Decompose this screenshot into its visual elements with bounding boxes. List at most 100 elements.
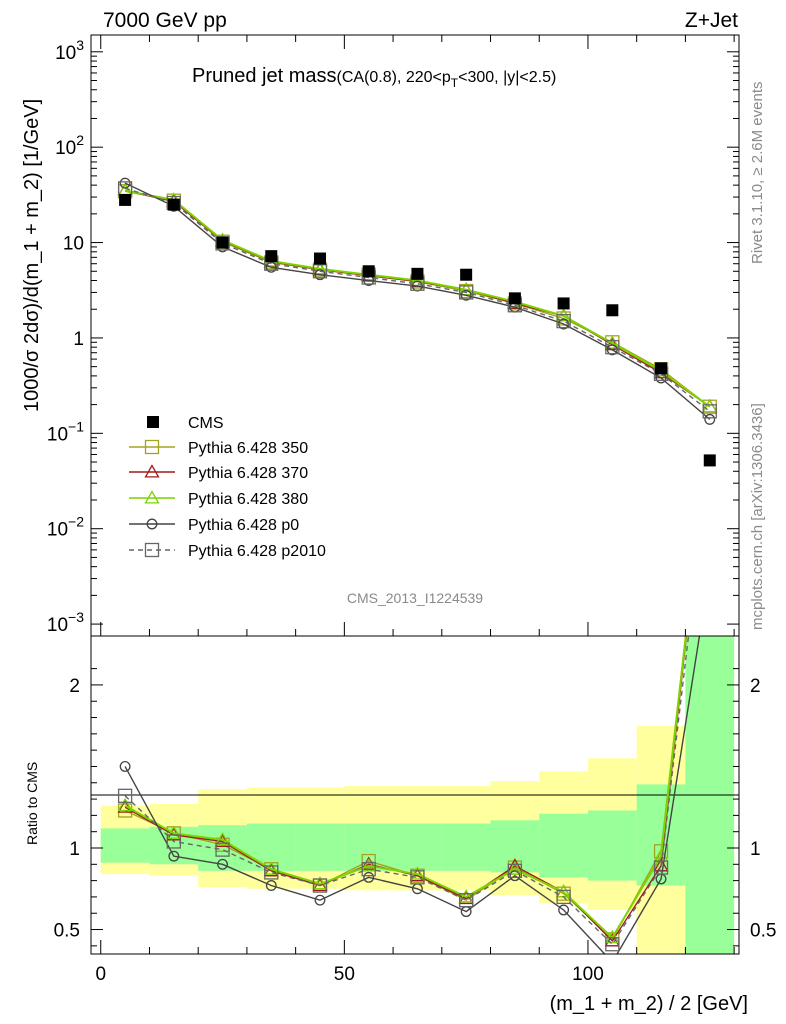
y-tick-base: 10 — [47, 615, 68, 636]
y-tick-label: 10−2 — [47, 514, 84, 541]
y-tick-base: 10 — [55, 138, 76, 159]
series-line — [124, 182, 711, 420]
cms-data-points — [119, 193, 716, 467]
y-tick-exponent: −3 — [68, 609, 84, 625]
series-marker — [605, 340, 620, 355]
ratio-tick-label-left: 1 — [69, 839, 80, 860]
legend-item: Pythia 6.428 p0 — [129, 517, 299, 534]
ratio-series — [117, 636, 701, 954]
ratio-marker — [556, 889, 571, 905]
cms-point — [557, 297, 570, 310]
legend-item: Pythia 6.428 380 — [129, 490, 308, 508]
legend-marker — [144, 464, 160, 478]
legend-label: CMS — [188, 415, 224, 432]
main-series — [117, 177, 718, 425]
ratio-marker — [264, 865, 279, 880]
ratio-marker — [117, 788, 133, 803]
ratio-line — [124, 636, 701, 954]
series-marker — [556, 313, 571, 329]
series-2 — [117, 182, 718, 413]
ratio-marker — [168, 850, 180, 862]
ratio-marker — [361, 858, 377, 872]
cms-point — [265, 250, 278, 263]
inner-band-bin — [539, 813, 588, 878]
x-axis-ticks: 0 50 100 — [95, 35, 735, 985]
ratio-line — [124, 636, 688, 943]
y-tick-base: 10 — [47, 520, 68, 541]
ratio-marker — [314, 894, 326, 906]
series-line — [124, 187, 711, 412]
y-tick-exponent: −1 — [68, 418, 84, 434]
series-marker — [704, 413, 716, 425]
y-tick-base: 10 — [55, 43, 76, 64]
series-marker — [604, 335, 620, 349]
cms-point — [606, 304, 619, 317]
series-marker — [702, 404, 717, 419]
cms-point — [508, 292, 521, 305]
y-tick-exponent: 2 — [76, 132, 84, 148]
legend-label: Pythia 6.428 370 — [188, 465, 308, 482]
legend-item: CMS — [147, 415, 224, 432]
y-axis-label-main: 1000/σ 2dσ)/d(m_1 + m_2) [1/GeV] — [21, 99, 43, 412]
series-1 — [117, 182, 718, 413]
cms-point — [167, 198, 180, 211]
y-tick-base: 1 — [73, 329, 84, 350]
y-tick-base: 10 — [47, 424, 68, 445]
ratio-marker — [119, 761, 131, 772]
ratio-marker — [409, 866, 426, 880]
series-line — [124, 189, 711, 408]
plot-title: Pruned jet mass(CA(0.8), 220<pT<300, |y|… — [192, 65, 556, 90]
ratio-panel: 2 2 1 1 0.5 0.5 — [54, 635, 776, 955]
ratio-marker — [507, 863, 523, 878]
y-tick-label: 103 — [55, 37, 84, 64]
y-tick-base: 10 — [63, 234, 84, 255]
legend-label: Pythia 6.428 p0 — [188, 517, 299, 534]
ratio-marker — [361, 862, 376, 877]
inner-band-bin — [100, 828, 150, 863]
inner-band-bin — [295, 823, 345, 871]
rivet-version-label: Rivet 3.1.10, ≥ 2.6M events — [749, 82, 766, 265]
ratio-marker — [312, 876, 328, 890]
legend-marker — [144, 439, 160, 455]
legend-cms-marker — [147, 416, 159, 428]
series-marker — [312, 261, 328, 275]
y-tick-exponent: −2 — [68, 514, 84, 530]
cms-point — [216, 236, 229, 249]
y-tick-label: 10−3 — [47, 609, 84, 636]
legend-item: Pythia 6.428 p2010 — [129, 542, 326, 560]
legend-item: Pythia 6.428 350 — [129, 439, 308, 457]
inner-band-bin — [636, 784, 686, 886]
ratio-marker — [604, 929, 620, 944]
ratio-marker — [215, 842, 230, 857]
inner-band-bin — [441, 823, 491, 871]
series-3 — [119, 177, 716, 425]
ratio-marker — [509, 870, 521, 882]
ratio-marker — [312, 878, 328, 893]
ratio-marker — [166, 825, 182, 839]
ratio-marker — [217, 858, 228, 870]
y-tick-label: 10 — [63, 234, 84, 255]
series-marker — [459, 285, 474, 300]
x-tick-label: 100 — [572, 964, 604, 985]
series-0 — [117, 184, 717, 414]
series-4 — [117, 181, 717, 419]
ratio-tick-label-left: 2 — [69, 676, 80, 697]
series-marker — [460, 289, 472, 301]
x-axis-label: (m_1 + m_2) / 2 [GeV] — [550, 993, 748, 1015]
x-tick-label: 50 — [334, 964, 355, 985]
cms-point — [313, 252, 326, 265]
y-axis-label-ratio: Ratio to CMS — [24, 762, 40, 845]
ratio-marker — [458, 889, 474, 903]
ratio-marker — [361, 853, 376, 869]
cms-point — [460, 268, 473, 281]
series-marker — [312, 264, 328, 279]
ratio-tick-label-right: 2 — [750, 676, 761, 697]
ratio-plot-frame — [90, 635, 740, 955]
legend-label: Pythia 6.428 380 — [188, 491, 308, 508]
ratio-marker — [363, 871, 375, 883]
ratio-marker — [166, 834, 181, 849]
legend-label: Pythia 6.428 p2010 — [188, 543, 326, 560]
cms-point — [411, 267, 424, 280]
ratio-ticks: 2 2 1 1 0.5 0.5 — [54, 668, 776, 947]
ratio-marker — [214, 832, 231, 846]
